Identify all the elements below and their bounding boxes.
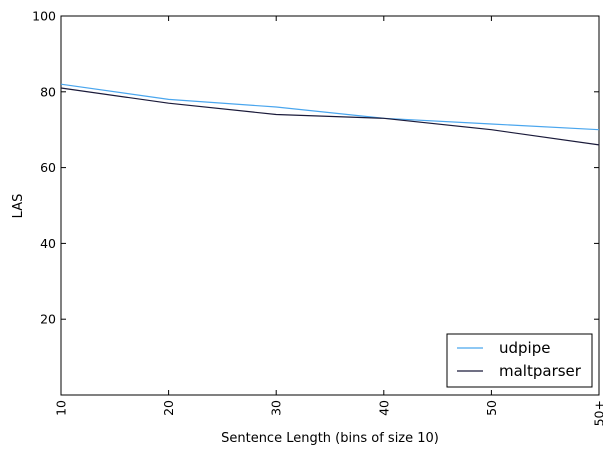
series-line-udpipe — [60, 83, 600, 131]
y-tick-label: 100 — [32, 9, 56, 24]
y-tick-label: 60 — [40, 160, 56, 175]
legend-label: maltparser — [499, 362, 582, 380]
y-tick-label: 20 — [40, 312, 56, 327]
y-tick-label: 80 — [40, 84, 56, 99]
x-tick-label: 50+ — [592, 400, 603, 426]
x-tick-label: 30 — [269, 400, 284, 416]
x-axis-ticks: 10 20 30 40 50 50+ — [54, 16, 603, 426]
legend: udpipe maltparser — [446, 333, 593, 388]
plot-area — [60, 15, 600, 396]
y-axis-label: LAS — [11, 194, 26, 219]
x-tick-label: 50 — [484, 400, 499, 416]
x-axis-label: Sentence Length (bins of size 10) — [221, 431, 439, 446]
y-axis-ticks: 20 40 60 80 100 — [32, 9, 599, 327]
legend-box — [446, 333, 593, 388]
x-tick-label: 10 — [54, 400, 69, 416]
series-line-maltparser — [60, 87, 600, 146]
x-tick-label: 20 — [161, 400, 176, 416]
y-tick-label: 40 — [40, 236, 56, 251]
x-tick-label: 40 — [376, 400, 391, 416]
legend-label: udpipe — [499, 339, 550, 357]
series-lines — [60, 83, 600, 146]
